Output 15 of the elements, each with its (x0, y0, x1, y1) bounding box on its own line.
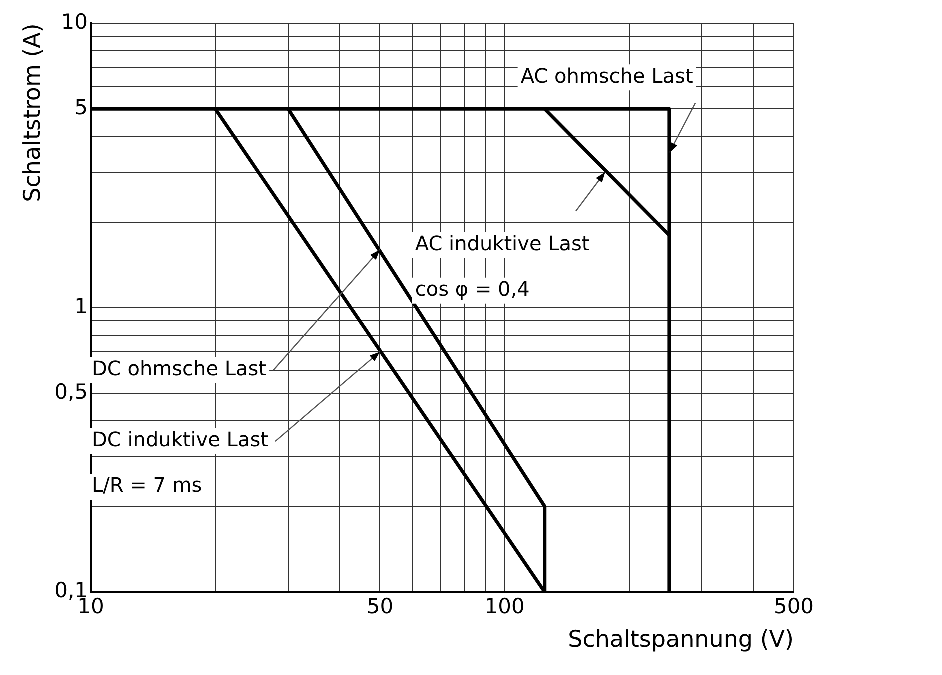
x-tick-label: 100 (484, 594, 525, 618)
y-tick-label: 5 (74, 96, 88, 120)
annotation: DC induktive Last (92, 428, 269, 452)
x-tick-label: 50 (366, 594, 394, 618)
x-tick-label: 500 (774, 594, 814, 618)
annotation: AC induktive Last (415, 232, 590, 256)
annotation: L/R = 7 ms (92, 473, 202, 498)
y-axis-title: Schaltstrom (A) (20, 24, 46, 202)
y-tick-label: 10 (61, 10, 88, 34)
x-axis-title: Schaltspannung (V) (568, 627, 794, 654)
y-tick-label: 1 (74, 294, 88, 318)
annotation: DC ohmsche Last (92, 356, 267, 381)
y-tick-label: 0,5 (54, 380, 88, 404)
annotation: cos φ = 0,4 (415, 277, 530, 302)
annotation: AC ohmsche Last (520, 64, 694, 88)
